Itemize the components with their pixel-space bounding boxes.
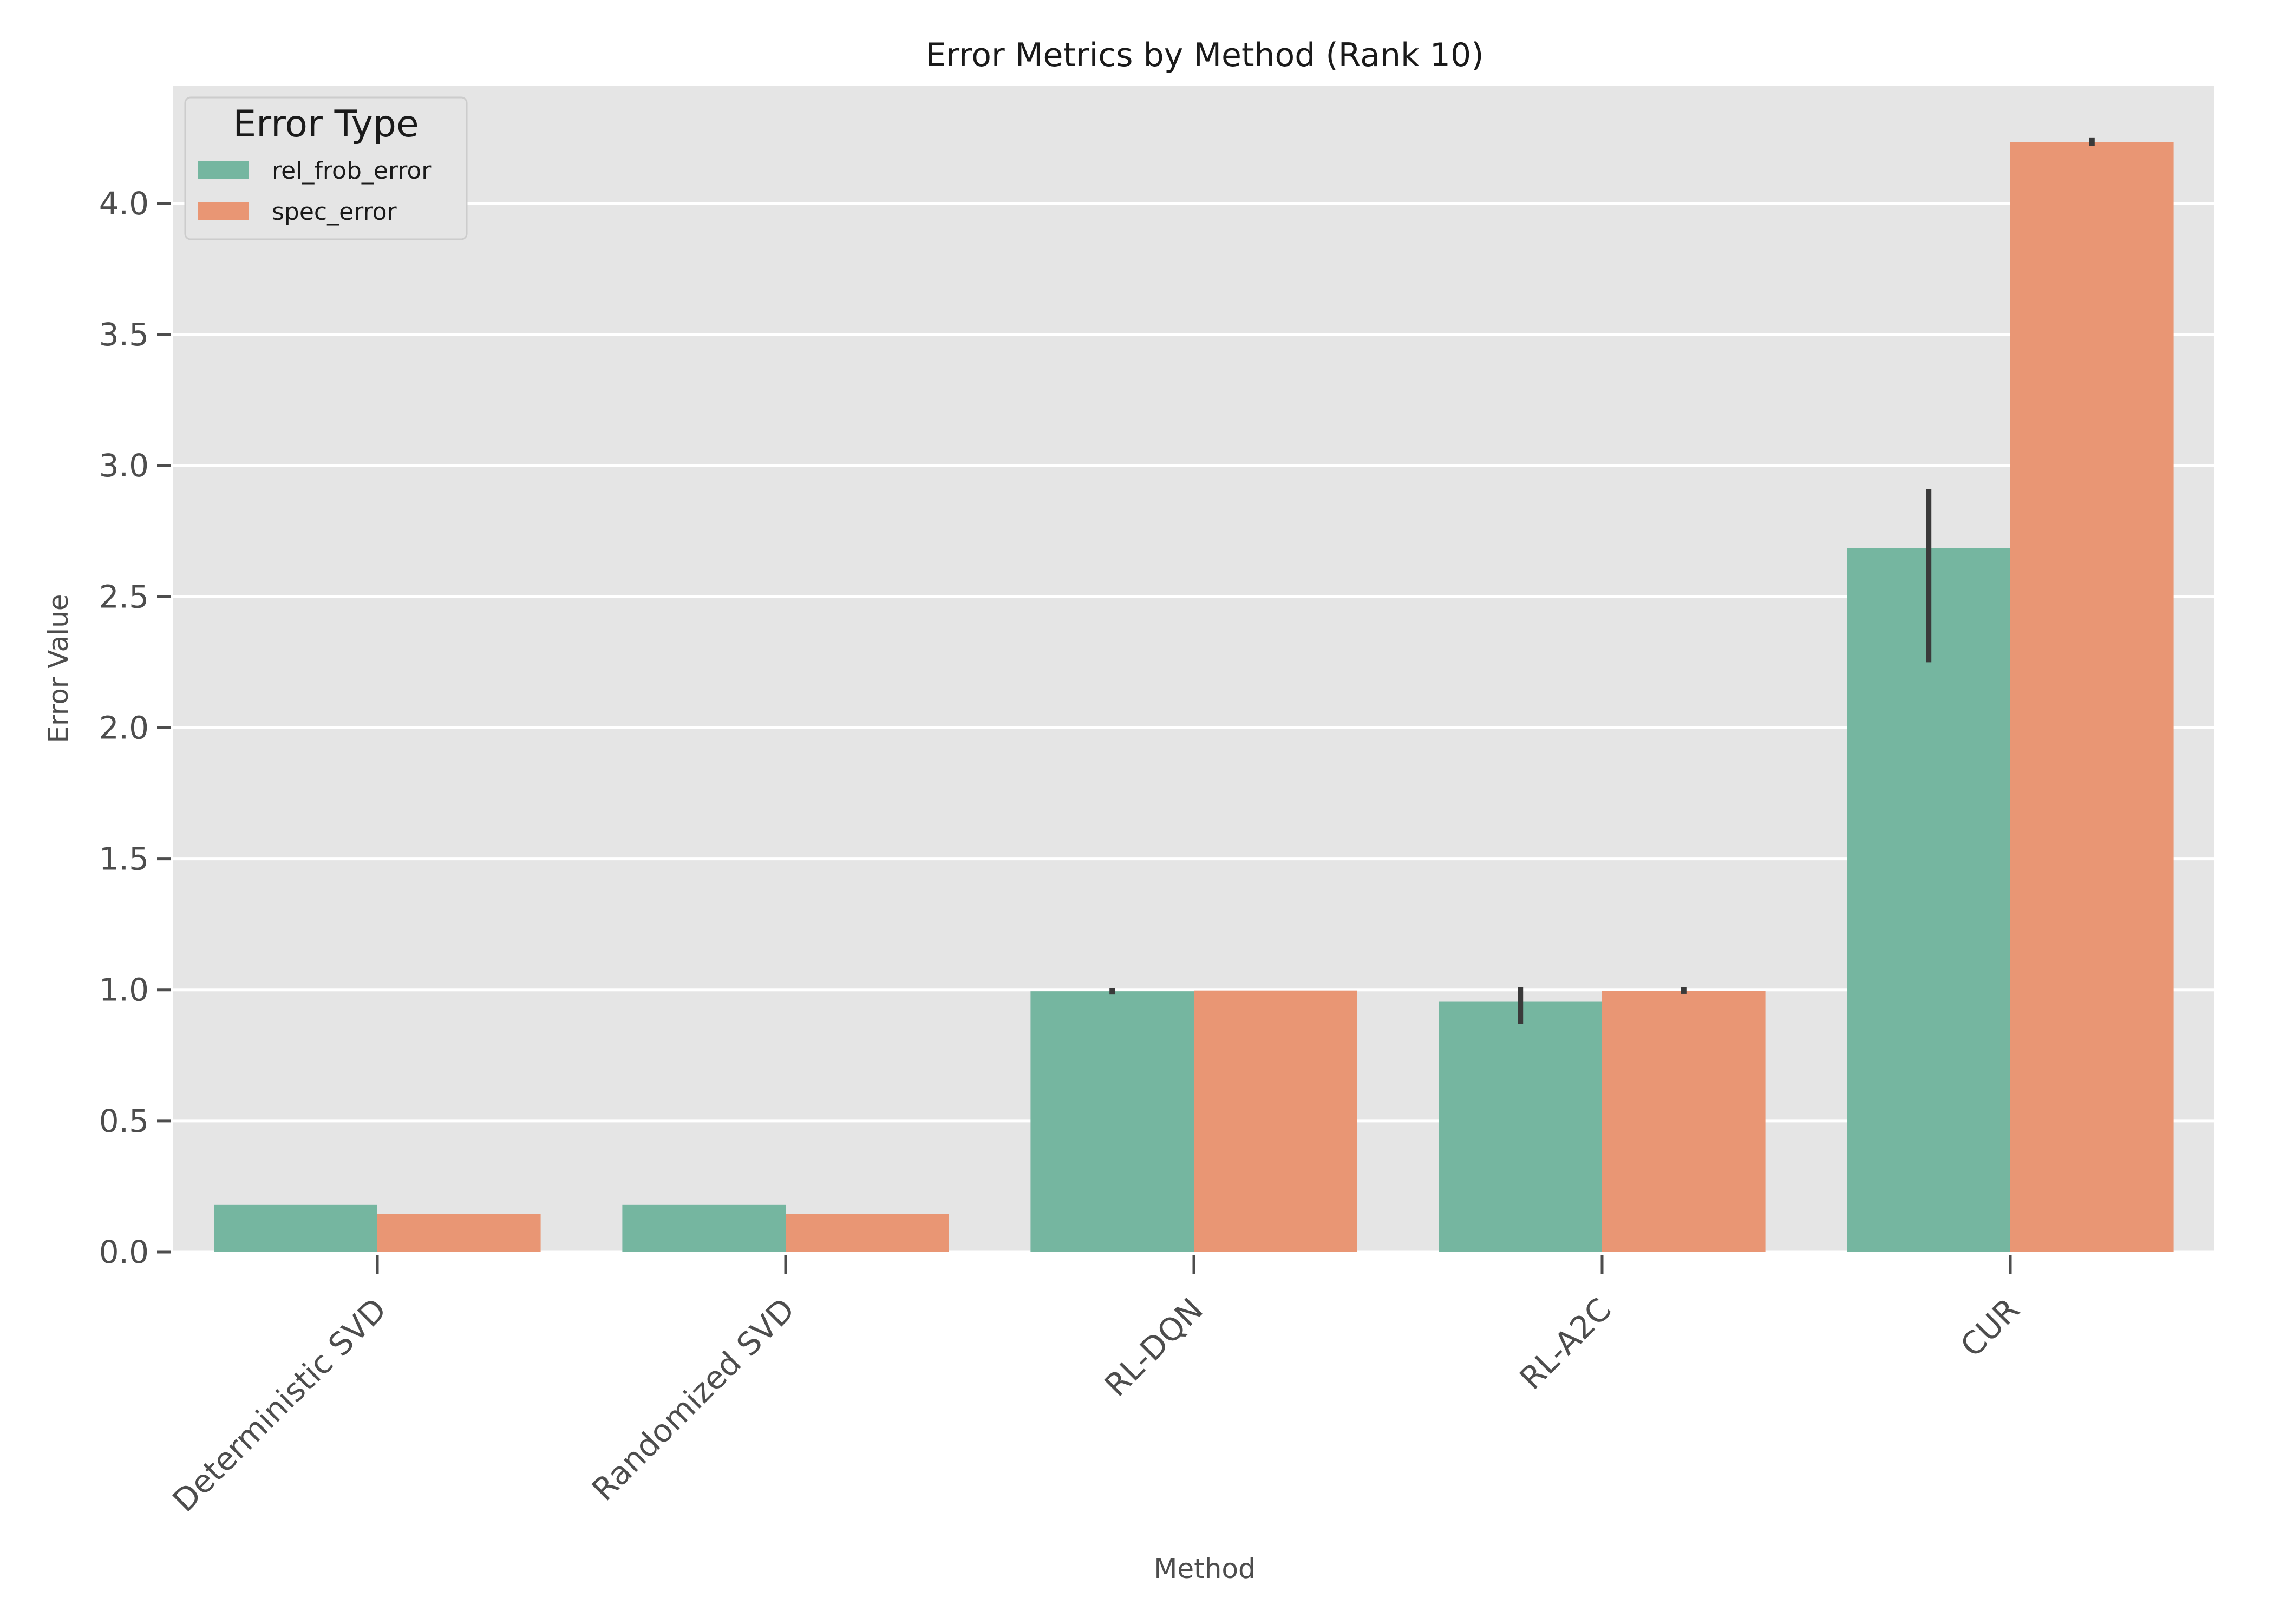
x-tick-label: Deterministic SVD (166, 1291, 394, 1519)
legend-label-rel-frob-error: rel_frob_error (272, 157, 432, 185)
bar-spec-error-cur (2010, 142, 2174, 1253)
legend-swatch-spec-error (198, 202, 249, 220)
y-tick-label: 0.0 (99, 1234, 149, 1271)
y-tick-label: 1.5 (99, 841, 149, 878)
y-axis: 0.0 0.5 1.0 1.5 2.0 2.5 3.0 3.5 4.0 (99, 185, 171, 1271)
x-axis: Deterministic SVD Randomized SVD RL-DQN RL-… (166, 1255, 2027, 1519)
chart-title: Error Metrics by Method (Rank 10) (925, 36, 1484, 74)
x-axis-label: Method (1154, 1553, 1256, 1584)
bar-rel-frob-error-randomized-svd (622, 1204, 786, 1252)
legend-box (184, 96, 468, 240)
y-tick-label: 0.5 (99, 1103, 149, 1140)
y-tick-label: 1.0 (99, 972, 149, 1009)
bar-spec-error-rl-a2c (1602, 991, 1766, 1252)
y-axis-label: Error Value (43, 594, 74, 743)
bar-rel-frob-error-cur (1847, 548, 2010, 1252)
legend-label-spec-error: spec_error (272, 198, 397, 226)
y-tick-label: 2.0 (99, 709, 149, 746)
y-tick-label: 2.5 (99, 578, 149, 615)
bar-rel-frob-error-deterministic-svd (214, 1204, 377, 1252)
bar-spec-error-randomized-svd (786, 1214, 949, 1252)
error-bars (1109, 137, 2095, 1024)
y-tick-label: 3.0 (99, 447, 149, 484)
bars (214, 142, 2174, 1253)
x-tick-label: RL-DQN (1097, 1291, 1210, 1404)
legend: Error Type rel_frob_error spec_error (184, 96, 468, 240)
x-tick-label: Randomized SVD (585, 1291, 802, 1508)
legend-swatch-rel-frob-error (198, 161, 249, 179)
x-tick-label: RL-A2C (1513, 1291, 1618, 1397)
legend-title: Error Type (233, 103, 419, 146)
y-tick-label: 4.0 (99, 185, 149, 222)
bar-rel-frob-error-rl-dqn (1030, 991, 1194, 1252)
bar-spec-error-rl-dqn (1194, 990, 1357, 1252)
bar-rel-frob-error-rl-a2c (1439, 1001, 1602, 1252)
x-tick-label: CUR (1953, 1291, 2027, 1364)
y-tick-label: 3.5 (99, 316, 149, 353)
bar-spec-error-deterministic-svd (377, 1214, 541, 1252)
